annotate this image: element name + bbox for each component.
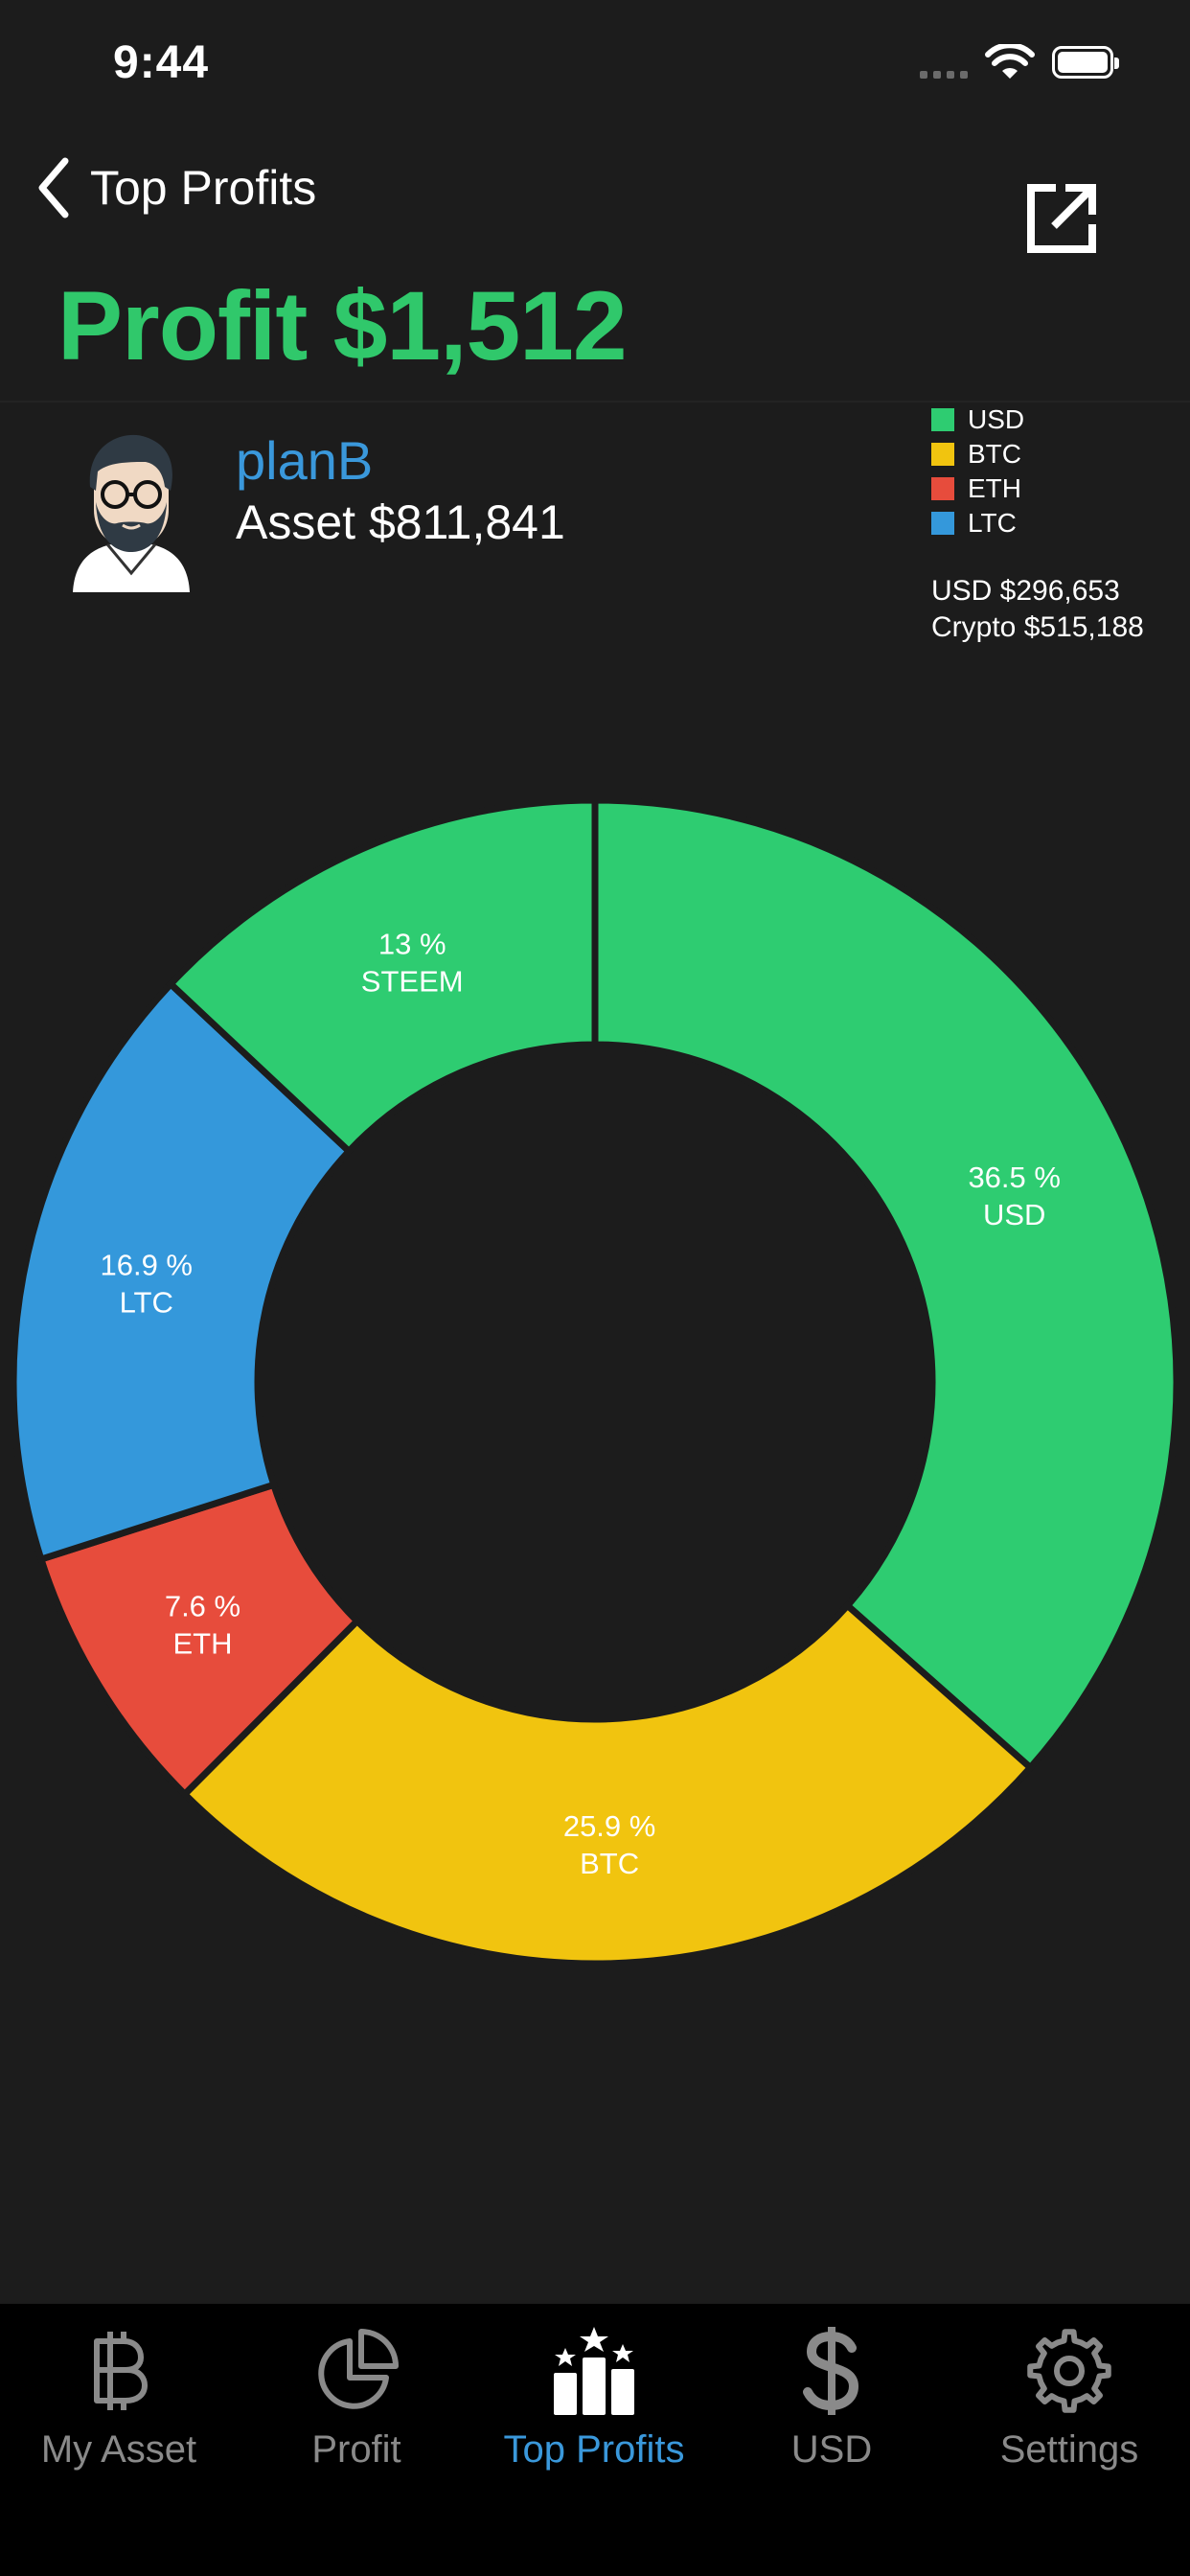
podium-icon	[554, 2327, 634, 2415]
legend-item: LTC	[931, 506, 1024, 540]
status-bar: 9:44	[0, 0, 1190, 134]
donut-slice-steem[interactable]	[166, 796, 599, 1157]
slice-name-label: ETH	[172, 1626, 232, 1660]
tab-top-profits[interactable]: Top Profits	[475, 2323, 713, 2496]
legend-label: ETH	[968, 473, 1021, 503]
battery-icon	[1052, 46, 1119, 79]
dollar-icon	[803, 2327, 859, 2415]
slice-percent-label: 36.5 %	[968, 1161, 1061, 1194]
profit-headline: Profit $1,512	[57, 271, 628, 380]
legend-item: USD	[931, 402, 1024, 437]
slice-percent-label: 25.9 %	[563, 1809, 656, 1843]
tab-label: Top Profits	[503, 2428, 685, 2471]
tab-profit[interactable]: Profit	[238, 2323, 475, 2496]
navigation-bar: Top Profits	[0, 144, 1190, 259]
tab-label: USD	[790, 2428, 873, 2471]
slice-name-label: STEEM	[361, 965, 464, 999]
tab-label: My Asset	[40, 2428, 197, 2471]
chart-legend: USD BTC ETH LTC	[931, 402, 1024, 540]
bitcoin-icon	[94, 2332, 148, 2410]
chevron-left-icon	[38, 157, 69, 218]
avatar	[73, 434, 190, 592]
donut-slice-usd[interactable]	[591, 796, 1180, 1773]
share-icon[interactable]	[1021, 178, 1102, 259]
legend-swatch	[931, 408, 954, 431]
legend-label: BTC	[968, 439, 1021, 469]
asset-total: Asset $811,841	[236, 495, 565, 549]
donut-slice-ltc[interactable]	[10, 978, 355, 1564]
legend-item: ETH	[931, 472, 1024, 506]
back-button-label: Top Profits	[90, 161, 317, 215]
slice-name-label: USD	[983, 1198, 1045, 1231]
slice-percent-label: 13 %	[378, 928, 446, 961]
totals: USD $296,653 Crypto $515,188	[931, 573, 1144, 646]
slice-percent-label: 16.9 %	[100, 1248, 193, 1281]
username-link[interactable]: planB	[236, 430, 374, 491]
cellular-signal-icon	[920, 71, 968, 79]
slice-name-label: LTC	[120, 1285, 173, 1319]
slice-percent-label: 7.6 %	[165, 1589, 240, 1622]
slice-name-label: BTC	[580, 1847, 639, 1880]
crypto-total: Crypto $515,188	[931, 611, 1144, 643]
tab-my-asset[interactable]: My Asset	[0, 2323, 238, 2496]
legend-item: BTC	[931, 437, 1024, 472]
divider	[0, 401, 1190, 402]
wifi-icon	[985, 44, 1035, 79]
legend-swatch	[931, 512, 954, 535]
tab-usd[interactable]: USD	[713, 2323, 950, 2496]
gear-icon	[1027, 2329, 1111, 2413]
legend-swatch	[931, 477, 954, 500]
tab-label: Settings	[999, 2428, 1139, 2471]
tab-settings[interactable]: Settings	[950, 2323, 1188, 2496]
status-time: 9:44	[113, 37, 210, 88]
tab-label: Profit	[311, 2428, 401, 2471]
pie-chart-icon	[318, 2329, 399, 2409]
allocation-donut-chart[interactable]: 36.5 % USD 25.9 % BTC 7.6 % ETH 16.9 % LTC 13 % S…	[0, 786, 1190, 1974]
legend-label: LTC	[968, 508, 1017, 538]
usd-total: USD $296,653	[931, 575, 1120, 607]
back-button[interactable]: Top Profits	[34, 157, 316, 218]
tab-bar: My Asset Profit	[0, 2304, 1190, 2576]
legend-swatch	[931, 443, 954, 466]
donut-slice-btc[interactable]	[179, 1600, 1036, 1967]
legend-label: USD	[968, 404, 1025, 434]
